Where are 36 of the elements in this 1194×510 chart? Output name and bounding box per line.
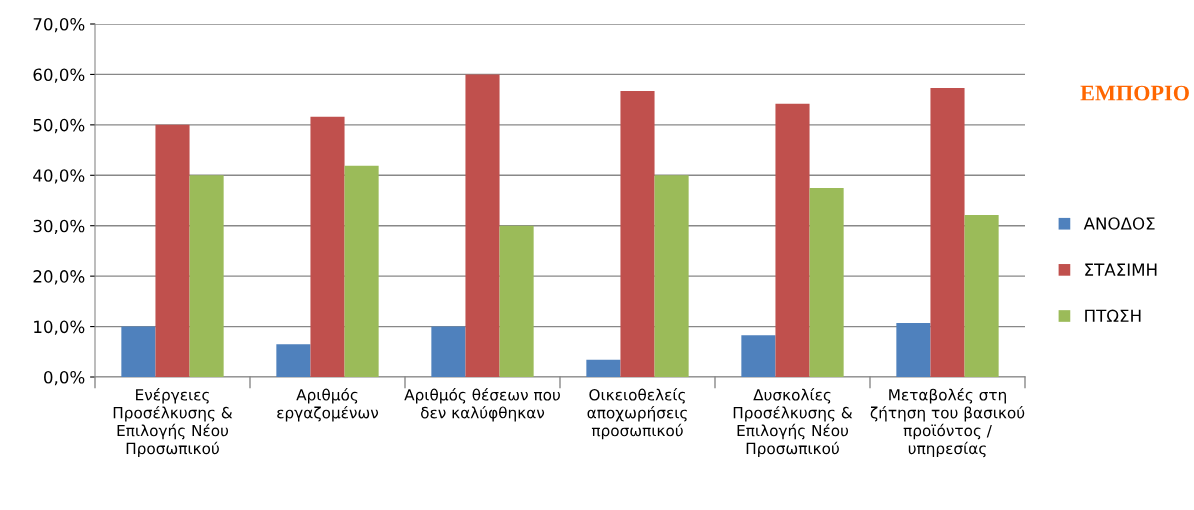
bar bbox=[775, 103, 810, 377]
y-tick-label: 30,0% bbox=[33, 219, 85, 234]
y-tick-label: 70,0% bbox=[33, 17, 85, 33]
x-tick-label: Αριθμός εργαζομένων bbox=[277, 388, 379, 422]
y-tick-label: 20,0% bbox=[33, 270, 85, 285]
bar bbox=[344, 165, 379, 377]
bar bbox=[189, 175, 224, 377]
x-tick-label: Δυσκολίες Προσέλκυσης & Επιλογής Νέου Προσωπικού bbox=[733, 388, 853, 458]
y-tick-label: 10,0% bbox=[34, 320, 85, 335]
bar bbox=[930, 88, 965, 377]
bar bbox=[964, 215, 999, 377]
bar bbox=[310, 116, 345, 377]
y-tick-label: 60,0% bbox=[33, 68, 85, 83]
bar bbox=[465, 74, 500, 377]
y-tick-label: 0,0% bbox=[44, 370, 85, 386]
x-tick-label: Αριθμός θέσεων που δεν καλύφθηκαν bbox=[404, 388, 560, 422]
bar bbox=[431, 326, 466, 377]
x-tick-label: Ενέργειες Προσέλκυσης & Επιλογής Νέου Προσωπικού bbox=[113, 388, 233, 458]
y-tick-label: 50,0% bbox=[33, 118, 85, 134]
x-tick-label: Μεταβολές στη ζήτηση του βασικού προϊόντος / υπηρεσίας bbox=[870, 388, 1025, 458]
bar bbox=[121, 326, 156, 377]
bar bbox=[276, 344, 311, 377]
legend-label: ΣΤΑΣΙΜΗ bbox=[1085, 263, 1157, 276]
bar bbox=[620, 91, 655, 377]
bar bbox=[586, 359, 621, 377]
bar bbox=[809, 187, 844, 377]
y-tick-label: 40,0% bbox=[33, 169, 85, 184]
bar bbox=[654, 175, 689, 377]
legend-label: ΑΝΟΔΟΣ bbox=[1083, 217, 1155, 230]
text: ΕΜΠΟΡΙΟ bbox=[1080, 85, 1189, 101]
bar bbox=[896, 323, 931, 377]
bar bbox=[741, 335, 776, 377]
bar bbox=[499, 225, 534, 377]
legend-label: ΠΤΩΣΗ bbox=[1085, 309, 1141, 322]
bar bbox=[155, 124, 190, 377]
x-tick-label: Οικειοθελείς αποχωρήσεις προσωπικού bbox=[587, 388, 687, 440]
